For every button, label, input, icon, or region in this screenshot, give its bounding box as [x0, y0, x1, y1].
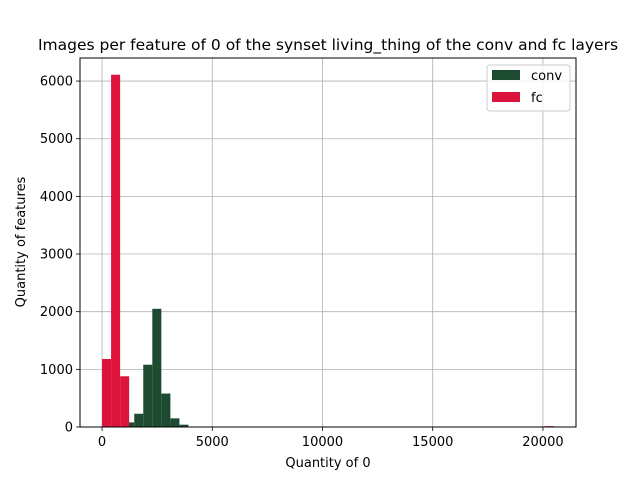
y-tick-label: 6000 [40, 75, 73, 90]
x-tick-label: 10000 [302, 435, 343, 450]
bar-conv [170, 418, 180, 427]
x-tick-label: 15000 [412, 435, 453, 450]
y-tick-label: 5000 [40, 132, 73, 147]
y-tick-label: 0 [65, 421, 73, 436]
bar-fc [102, 358, 112, 427]
grid-lines [80, 58, 576, 428]
y-axis-label: Quantity of features [14, 176, 29, 307]
y-axis-ticks: 0 1000 2000 3000 4000 5000 6000 [40, 75, 80, 436]
legend-swatch-fc [492, 92, 520, 102]
bar-conv [152, 308, 162, 427]
bar-conv [143, 364, 153, 427]
bar-fc [111, 74, 121, 428]
bar-conv [134, 413, 144, 427]
x-tick-label: 20000 [522, 435, 563, 450]
y-tick-label: 3000 [40, 248, 73, 263]
y-tick-label: 2000 [40, 305, 73, 320]
plot-frame [79, 57, 577, 428]
bar-fc [120, 376, 130, 427]
x-tick-label: 5000 [196, 435, 229, 450]
legend-swatch-conv [492, 70, 520, 80]
legend-label-conv: conv [531, 69, 562, 84]
x-axis-label: Quantity of 0 [285, 456, 370, 471]
legend-label-fc: fc [531, 91, 543, 106]
y-tick-label: 1000 [40, 363, 73, 378]
legend: conv fc [486, 64, 571, 112]
x-axis-ticks: 0 5000 10000 15000 20000 [98, 427, 564, 450]
histogram-bars [102, 74, 554, 428]
x-tick-label: 0 [98, 435, 106, 450]
y-tick-label: 4000 [40, 190, 73, 205]
bar-conv [179, 424, 189, 427]
chart-title: Images per feature of 0 of the synset li… [38, 36, 618, 55]
bar-conv [161, 393, 171, 427]
bar-conv [125, 422, 135, 427]
